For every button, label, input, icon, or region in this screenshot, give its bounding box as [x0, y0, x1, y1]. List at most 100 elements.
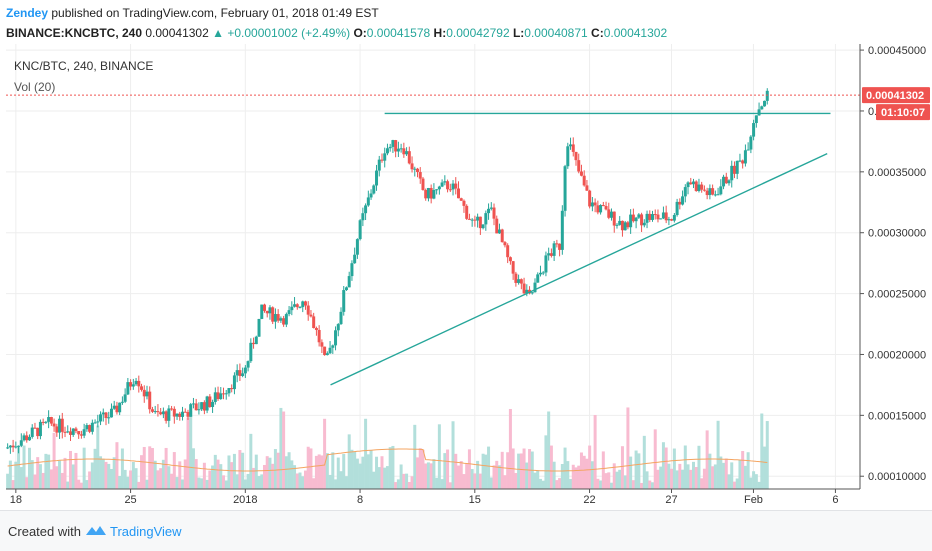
candle-body [118, 402, 122, 413]
candle-body [164, 411, 168, 421]
candle-body [142, 389, 146, 397]
candle-body [470, 219, 474, 221]
tradingview-logo-icon[interactable] [84, 523, 108, 539]
candlesticks [6, 88, 769, 454]
candle-body [17, 445, 21, 447]
candle-body [413, 168, 417, 170]
candle-body [418, 172, 422, 179]
volume-bar [443, 453, 447, 489]
volume-bar [508, 408, 512, 489]
candle-body [670, 219, 674, 221]
volume-bar [642, 435, 646, 489]
volume-bar [369, 450, 373, 489]
volume-bar [164, 447, 168, 489]
candle-body [358, 220, 362, 240]
symbol-name: BINANCE:KNCBTC, 240 [6, 26, 143, 40]
candle-body [347, 276, 351, 288]
candle-body [585, 185, 589, 191]
candle-body [25, 435, 29, 441]
candle-body [159, 412, 163, 415]
candle-body [227, 388, 231, 394]
price-chart[interactable]: 0.000450000.000400000.000350000.00030000… [0, 0, 932, 510]
volume-bar [68, 450, 72, 489]
volume-bar [722, 462, 726, 489]
candle-body [372, 185, 376, 194]
tradingview-brand-link[interactable]: TradingView [110, 524, 182, 539]
volume-bar [631, 480, 635, 489]
volume-bar [77, 479, 81, 489]
volume-bar [131, 461, 135, 489]
candle-body [383, 153, 387, 161]
candle-body [607, 209, 611, 218]
volume-bar [653, 429, 657, 489]
candle-body [273, 314, 277, 322]
volume-bar [230, 462, 234, 489]
candle-body [538, 272, 542, 275]
time-tick-label: 15 [469, 494, 481, 506]
volume-bar [205, 479, 209, 489]
candle-body [727, 180, 731, 184]
candle-body [191, 403, 195, 405]
candle-body [645, 213, 649, 223]
volume-bar [552, 461, 556, 489]
candle-body [30, 427, 34, 437]
candle-body [325, 353, 329, 356]
candle-body [243, 367, 247, 374]
candle-body [454, 183, 458, 189]
volume-bar [519, 453, 523, 489]
volume-bar [716, 420, 720, 489]
volume-bar [140, 455, 144, 489]
candle-body [716, 194, 720, 196]
volume-bar [63, 457, 67, 489]
volume-bar [202, 462, 206, 489]
volume-bar [678, 463, 682, 489]
volume-bar [435, 477, 439, 489]
candle-body [429, 187, 433, 199]
price-tick-label: 0.00015000 [868, 410, 926, 422]
trendlines [330, 112, 831, 386]
candle-body [462, 200, 466, 206]
candle-body [713, 194, 717, 196]
candle-body [282, 318, 286, 325]
volume-bar [522, 448, 526, 489]
legend-symbol: KNC/BTC, 240, BINANCE [14, 59, 153, 73]
volume-bar [93, 448, 97, 489]
volume-bar [36, 457, 40, 489]
candle-body [55, 426, 59, 433]
candle-body [219, 393, 223, 400]
volume-bar [175, 477, 179, 489]
volume-bar [533, 472, 537, 489]
volume-bar [487, 446, 491, 489]
volume-bar [612, 463, 616, 489]
candle-body [730, 165, 734, 181]
candle-body [388, 146, 392, 149]
volume-bar [323, 418, 327, 489]
volume-bar [593, 415, 597, 489]
volume-bar [295, 473, 299, 489]
candle-body [467, 218, 471, 220]
volume-bar [664, 447, 668, 489]
author-link[interactable]: Zendey [6, 6, 49, 20]
candle-body [52, 423, 56, 427]
candle-body [279, 318, 283, 321]
countdown-tag-text: 01:10:07 [881, 107, 925, 119]
candle-body [249, 342, 253, 362]
volume-bar [271, 463, 275, 489]
volume-bar [675, 470, 679, 489]
candle-body [588, 190, 592, 207]
volume-bar [19, 467, 23, 489]
candle-body [90, 422, 94, 432]
candle-body [186, 412, 190, 417]
candle-body [293, 304, 297, 307]
volume-bar [590, 461, 594, 489]
volume-bar [328, 474, 332, 489]
volume-bar [689, 469, 693, 489]
candle-body [738, 160, 742, 162]
volume-bar [170, 473, 174, 489]
candle-body [96, 421, 100, 423]
candle-body [60, 418, 64, 432]
candle-body [563, 166, 567, 211]
volume-bar [320, 455, 324, 489]
volume-bar [372, 471, 376, 489]
candle-body [618, 220, 622, 225]
